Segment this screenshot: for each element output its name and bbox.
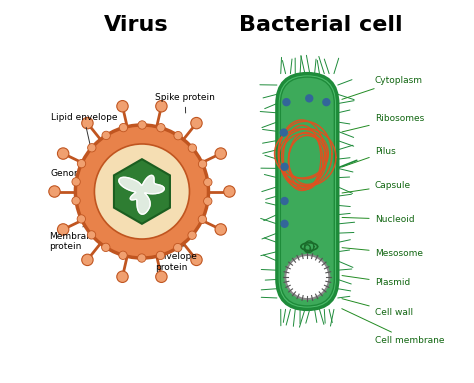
Circle shape	[198, 215, 207, 224]
Circle shape	[57, 224, 69, 235]
Circle shape	[174, 131, 182, 140]
Circle shape	[204, 197, 212, 205]
Circle shape	[224, 186, 235, 197]
Text: Membrane
protein: Membrane protein	[49, 225, 97, 251]
Text: Bacterial cell: Bacterial cell	[239, 15, 402, 35]
Text: Cell wall: Cell wall	[342, 299, 413, 317]
Circle shape	[280, 197, 289, 205]
Circle shape	[101, 243, 110, 252]
Text: Pilus: Pilus	[342, 147, 395, 167]
Circle shape	[88, 144, 96, 152]
Circle shape	[49, 186, 60, 197]
Circle shape	[57, 148, 69, 159]
Text: Ribosomes: Ribosomes	[342, 114, 424, 132]
Circle shape	[119, 251, 127, 259]
Circle shape	[75, 125, 209, 258]
Text: Virus: Virus	[104, 15, 169, 35]
Circle shape	[280, 128, 288, 137]
Circle shape	[280, 163, 289, 171]
Circle shape	[280, 219, 289, 228]
Circle shape	[322, 98, 330, 106]
Circle shape	[102, 131, 110, 139]
Polygon shape	[114, 159, 170, 224]
Text: Capsid: Capsid	[159, 196, 190, 205]
Circle shape	[215, 224, 227, 235]
FancyBboxPatch shape	[280, 77, 334, 306]
Circle shape	[188, 231, 196, 239]
Text: Lipid envelope: Lipid envelope	[51, 113, 117, 146]
Circle shape	[117, 101, 128, 112]
Circle shape	[72, 196, 80, 205]
Circle shape	[282, 98, 291, 106]
Text: Envelope
protein: Envelope protein	[155, 245, 197, 272]
Circle shape	[77, 159, 86, 168]
Circle shape	[138, 121, 146, 129]
Circle shape	[119, 123, 128, 132]
Circle shape	[77, 215, 85, 223]
Text: Cytoplasm: Cytoplasm	[342, 76, 423, 99]
Circle shape	[204, 178, 212, 187]
Text: Spike protein: Spike protein	[155, 93, 215, 113]
Circle shape	[157, 124, 165, 132]
Text: Mesosome: Mesosome	[342, 248, 423, 258]
Circle shape	[82, 118, 93, 129]
Text: Genome: Genome	[51, 169, 126, 185]
Circle shape	[137, 254, 146, 262]
Text: Nucleoid: Nucleoid	[342, 215, 414, 224]
Polygon shape	[119, 175, 164, 214]
Circle shape	[155, 271, 167, 282]
Circle shape	[173, 244, 182, 252]
Circle shape	[117, 271, 128, 282]
Circle shape	[72, 178, 80, 186]
Circle shape	[285, 255, 329, 299]
FancyBboxPatch shape	[277, 74, 338, 309]
Circle shape	[82, 254, 93, 265]
Text: Plasmid: Plasmid	[342, 275, 410, 287]
Text: Capsule: Capsule	[342, 181, 411, 193]
Text: Cell membrane: Cell membrane	[342, 309, 444, 345]
Circle shape	[215, 148, 227, 159]
Circle shape	[191, 118, 202, 129]
Circle shape	[87, 231, 96, 239]
Circle shape	[94, 144, 190, 239]
Circle shape	[191, 254, 202, 265]
Circle shape	[155, 101, 167, 112]
Circle shape	[305, 94, 313, 103]
Circle shape	[188, 144, 197, 152]
Circle shape	[156, 251, 164, 260]
Circle shape	[199, 160, 207, 168]
